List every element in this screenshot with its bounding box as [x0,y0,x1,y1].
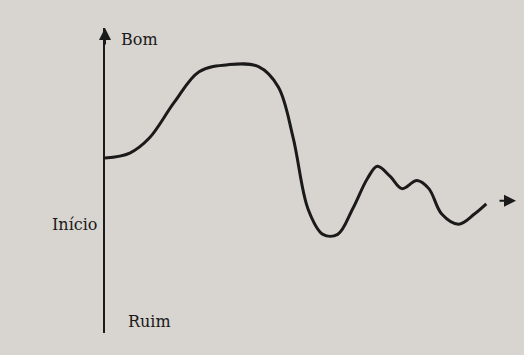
svg-text:Bom: Bom [121,30,158,49]
svg-text:Ruim: Ruim [128,312,171,331]
svg-text:Início: Início [52,215,97,234]
